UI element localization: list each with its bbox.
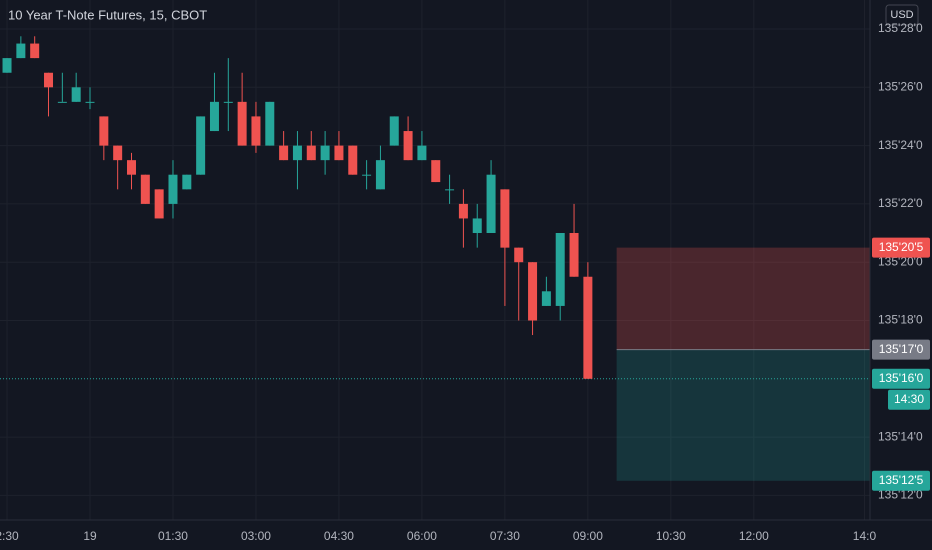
candle-body [445,189,455,191]
y-tick-label: 135'26'0 [878,79,923,93]
candle-body [569,232,579,277]
stop-zone [616,247,870,350]
x-tick-label: 04:30 [324,529,354,543]
candle-body [140,174,150,204]
y-tick-label: 135'12'0 [878,488,923,502]
x-tick-label: 2:30 [0,529,19,543]
stop-tag [872,237,930,258]
candle-body [265,101,275,146]
candle-body [279,145,289,161]
candle-body [528,262,538,321]
x-tick-label: 10:30 [656,529,686,543]
x-tick-label: 09:00 [573,529,603,543]
candle-body [389,116,399,146]
chart-title: 10 Year T-Note Futures, 15, CBOT [8,7,207,22]
entry-label: 135'17'0 [879,342,924,356]
candle-body [486,174,496,233]
candle-body [403,131,413,161]
candle-body [348,145,358,175]
candle-body [472,218,482,233]
x-tick-label: 03:00 [241,529,271,543]
candle-body [126,160,136,175]
candle-body [334,145,344,161]
y-tick-label: 135'22'0 [878,196,923,210]
x-tick-label: 12:00 [739,529,769,543]
candle-body [154,189,164,219]
target-zone [616,349,870,481]
candle-body [292,145,302,161]
y-tick-label: 135'28'0 [878,21,923,35]
candle-body [555,232,565,306]
last-price-label: 135'16'0 [879,371,924,385]
candle-body [85,101,95,103]
candle-body [514,247,524,263]
candle-body [500,189,510,248]
candle-body [362,174,372,176]
candle-body [44,72,54,88]
candle-body [182,174,192,190]
candle-body [71,87,81,102]
last-price-tag [872,368,930,389]
y-tick-label: 135'20'0 [878,254,923,268]
candle-body [306,145,316,161]
candle-body [57,101,67,103]
x-tick-label: 14:0 [853,529,877,543]
candle-body [16,43,26,59]
candle-body [2,58,12,73]
y-tick-label: 135'24'0 [878,138,923,152]
x-tick-label: 19 [83,529,97,543]
candle-body [583,276,593,379]
target-tag [872,470,930,491]
x-tick-label: 07:30 [490,529,520,543]
candle-body [251,116,261,146]
y-tick-label: 135'14'0 [878,429,923,443]
candle-body [417,145,427,161]
currency[interactable]: USD [890,9,913,21]
candle-body [458,203,468,219]
candle-body [541,291,551,306]
candle-body [99,116,109,146]
countdown-tag [888,389,930,410]
candle-body [237,101,247,146]
candle-body [223,101,233,103]
y-tick-label: 135'18'0 [878,313,923,327]
candle-body [196,116,206,175]
entry-tag [872,339,930,360]
stop-label: 135'20'5 [879,240,924,254]
candle-body [30,43,40,59]
candle-body [209,101,219,132]
candle-body [375,160,385,190]
x-tick-label: 01:30 [158,529,188,543]
currency-button[interactable] [885,4,919,26]
target-label: 135'12'5 [879,473,924,487]
countdown: 14:30 [894,392,924,406]
x-tick-label: 06:00 [407,529,437,543]
candle-body [431,160,441,183]
candle-body [168,174,178,204]
candle-body [320,145,330,161]
candle-body [113,145,123,161]
